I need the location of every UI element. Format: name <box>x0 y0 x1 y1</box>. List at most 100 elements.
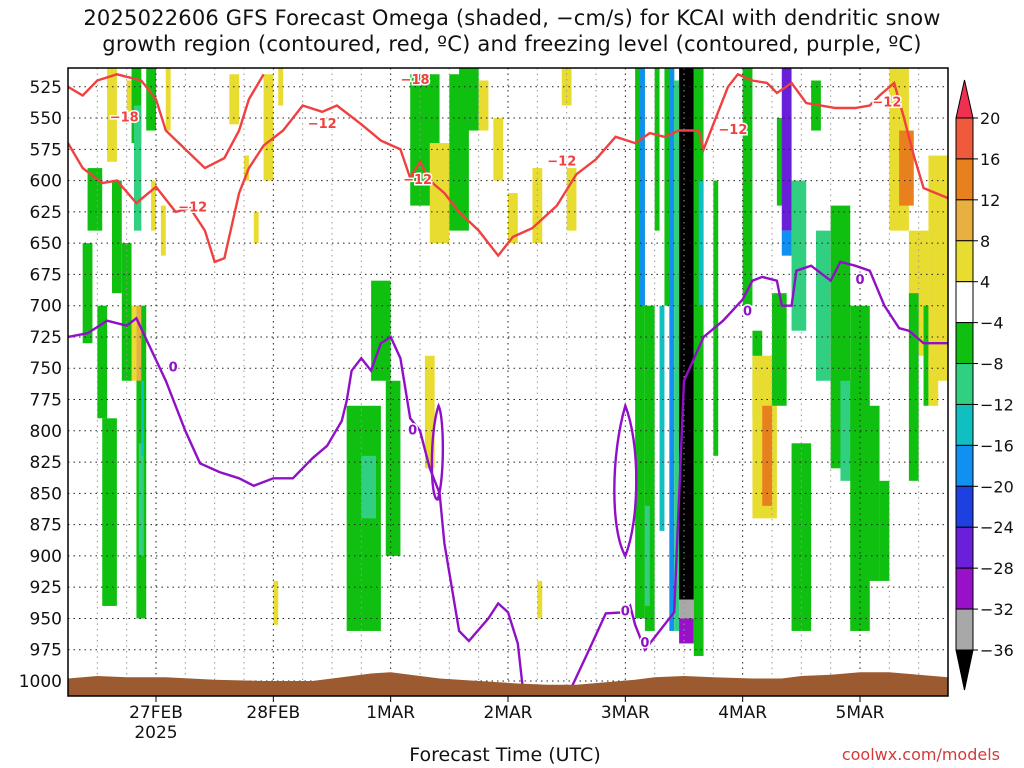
terrain-fill <box>68 672 948 696</box>
contour-label: 0 <box>855 273 864 288</box>
omega-cell <box>278 68 284 106</box>
colorbar-label: −16 <box>980 436 1014 455</box>
omega-cell <box>129 305 137 381</box>
x-tick-label: 4MAR <box>718 703 767 723</box>
omega-cell <box>102 418 117 606</box>
colorbar-bin <box>955 322 974 365</box>
contour-label: 0 <box>621 605 630 620</box>
x-tick-label: 3MAR <box>601 703 650 723</box>
omega-cell <box>791 180 807 331</box>
contour-label: −12 <box>178 201 207 216</box>
y-tick-label: 1000 <box>19 672 62 692</box>
omega-cell <box>679 599 694 619</box>
x-axis-label: Forecast Time (UTC) <box>409 744 601 766</box>
omega-cell <box>659 305 665 531</box>
omega-cell <box>165 68 171 131</box>
y-tick-label: 850 <box>30 484 62 504</box>
omega-cell <box>112 180 122 294</box>
colorbar-bottom-arrow <box>955 649 974 691</box>
omega-cell <box>669 68 675 631</box>
omega-cell <box>816 230 831 381</box>
colorbar-bin <box>955 281 974 324</box>
omega-cell <box>273 580 279 625</box>
omega-cell <box>97 305 108 419</box>
colorbar-bin <box>955 403 974 446</box>
omega-cell <box>537 580 543 619</box>
colorbar-bin <box>955 526 974 569</box>
colorbar-bin <box>955 608 974 651</box>
freezing-level-loop <box>430 402 445 501</box>
contour-label: 0 <box>640 636 649 651</box>
colorbar-label: −36 <box>980 641 1014 660</box>
dgz-minus18-contour <box>68 73 265 170</box>
contour-label: −12 <box>718 123 747 138</box>
colorbar-bin <box>955 363 974 405</box>
omega-cell <box>160 205 166 256</box>
y-tick-label: 975 <box>30 641 62 661</box>
omega-cell <box>644 305 655 631</box>
colorbar-label: −32 <box>980 600 1014 619</box>
omega-cell <box>899 130 914 206</box>
contour-label: −12 <box>547 154 576 169</box>
y-tick-label: 650 <box>30 234 62 254</box>
y-tick-label: 900 <box>30 547 62 567</box>
chart-title-line-1: 2025022606 GFS Forecast Omega (shaded, −… <box>83 6 941 30</box>
colorbar-label: −20 <box>980 477 1014 496</box>
chart-title-line-2: growth region (contoured, red, ºC) and f… <box>102 32 922 56</box>
x-tick-label: 1MAR <box>366 703 415 723</box>
omega-cell <box>138 443 144 556</box>
omega-cell <box>674 80 680 631</box>
x-tick-label: 2MAR <box>484 703 533 723</box>
x-tick-label: 28FEB <box>246 703 300 723</box>
y-tick-label: 525 <box>30 78 62 98</box>
contour-label: −12 <box>403 173 432 188</box>
y-tick-label: 625 <box>30 203 62 223</box>
colorbar-bin <box>955 117 974 160</box>
y-tick-label: 875 <box>30 516 62 536</box>
contour-label: −12 <box>308 117 337 132</box>
colorbar-top-arrow <box>955 79 974 119</box>
omega-cell <box>361 455 376 519</box>
omega-cell <box>508 193 518 244</box>
omega-cell <box>644 505 650 606</box>
contour-label: 0 <box>408 423 417 438</box>
contour-label: 0 <box>169 361 178 376</box>
omega-cell <box>679 68 694 600</box>
omega-cell <box>781 230 792 256</box>
omega-cell <box>146 68 156 131</box>
omega-cell <box>87 168 103 231</box>
contour-label: −12 <box>872 96 901 111</box>
omega-cell <box>459 68 479 131</box>
omega-cell <box>713 180 719 456</box>
omega-cell <box>229 74 240 125</box>
dgz-minus12-contour <box>68 72 948 264</box>
contour-label: −18 <box>110 111 139 126</box>
omega-cell <box>121 243 132 381</box>
contour-label: −18 <box>401 73 430 88</box>
y-tick-label: 725 <box>30 328 62 348</box>
colorbar-label: −4 <box>980 314 1004 333</box>
omega-cell <box>923 305 929 406</box>
y-tick-label: 575 <box>30 140 62 160</box>
omega-cell <box>478 80 489 131</box>
freezing-level-contour <box>68 260 948 689</box>
omega-cell <box>134 105 142 231</box>
omega-cell <box>385 380 401 556</box>
colorbar-bin <box>955 567 974 610</box>
colorbar-label: 12 <box>980 191 1000 210</box>
omega-cell <box>742 68 753 306</box>
credit-link[interactable]: coolwx.com/models <box>841 745 1000 764</box>
x-tick-sublabel: 2025 <box>134 723 177 743</box>
x-tick-label: 5MAR <box>836 703 885 723</box>
omega-cell <box>640 68 645 306</box>
omega-cell <box>879 480 890 581</box>
colorbar-bin <box>955 199 974 242</box>
omega-cell <box>762 405 772 506</box>
y-tick-label: 825 <box>30 453 62 473</box>
omega-cell <box>136 305 142 381</box>
colorbar-label: 16 <box>980 150 1000 169</box>
colorbar-label: −8 <box>980 355 1004 374</box>
omega-cell <box>772 293 787 406</box>
x-tick-label: 27FEB <box>129 703 183 723</box>
